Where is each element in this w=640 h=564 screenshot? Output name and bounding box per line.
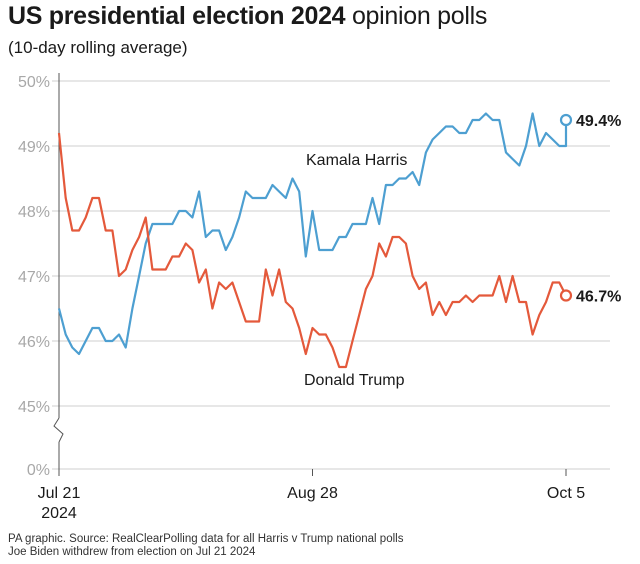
x-tick-label: Jul 21 <box>38 485 81 502</box>
chart-subtitle: (10-day rolling average) <box>8 38 188 57</box>
y-tick-label: 0% <box>27 462 50 479</box>
source-note: PA graphic. Source: RealClearPolling dat… <box>8 533 404 545</box>
x-tick-label: Aug 28 <box>287 485 338 502</box>
series-end-label: 49.4% <box>576 113 621 130</box>
line-chart: 45% 46% 47% 48% 49% 50% 0% Jul 21 2024 Aug 28 Oct … <box>18 73 621 522</box>
y-tick-label: 50% <box>18 74 50 91</box>
chart-footer: PA graphic. Source: RealClearPolling dat… <box>8 533 403 559</box>
series-line <box>57 112 568 356</box>
series-end-label: 46.7% <box>576 289 621 306</box>
y-tick-label: 49% <box>18 139 50 156</box>
x-tick-label-year: 2024 <box>41 505 77 522</box>
y-axis-break <box>53 417 64 443</box>
y-tick-label: 48% <box>18 204 50 221</box>
series-end-marker <box>559 289 573 302</box>
chart-title: US presidential election 2024 opinion po… <box>8 2 487 31</box>
x-tick-label: Oct 5 <box>547 485 585 502</box>
context-note: Joe Biden withdrew from election on Jul … <box>8 546 256 558</box>
series-end-marker <box>559 113 573 127</box>
series-line <box>57 132 567 369</box>
series-name-label: Kamala Harris <box>306 152 407 169</box>
chart-title-bold: US presidential election 2024 <box>8 2 346 30</box>
series-name-label: Donald Trump <box>304 372 405 389</box>
y-tick-label: 47% <box>18 269 50 286</box>
chart-title-light: opinion polls <box>351 2 488 30</box>
y-tick-label: 45% <box>18 399 50 416</box>
y-tick-label: 46% <box>18 334 50 351</box>
